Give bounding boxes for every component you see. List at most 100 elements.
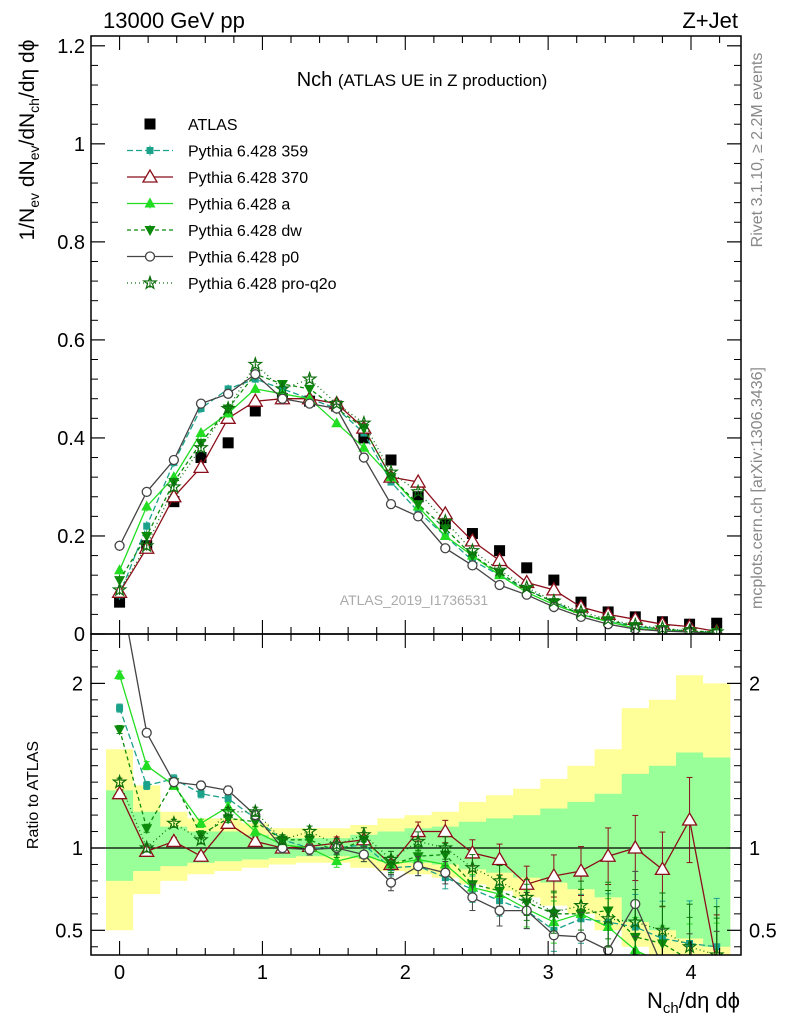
ratio-point-p370 — [165, 833, 182, 848]
ratio-point-p370 — [111, 785, 128, 800]
ratio-point-p370 — [572, 862, 590, 877]
point-pdw — [114, 576, 126, 587]
ratio-point-p359 — [224, 795, 232, 803]
ratio-point-pa — [141, 759, 153, 770]
point-pq2o — [247, 356, 264, 372]
ratio-point-pdw — [711, 963, 722, 973]
point-pp0 — [440, 543, 451, 554]
ratio-panel-series — [111, 634, 725, 984]
point-pa — [249, 382, 261, 393]
ratio-point-pa — [249, 825, 261, 836]
x-tick-label: 0 — [114, 962, 125, 984]
axis-label-part: N — [647, 988, 663, 1013]
legend-label-data: ATLAS — [188, 117, 238, 134]
point-data — [412, 491, 424, 503]
point-pq2o — [355, 414, 372, 431]
main-y-tick-label: 1.2 — [57, 36, 85, 58]
point-pq2o — [301, 370, 318, 386]
ratio-point-pp0 — [358, 849, 370, 860]
ratio-point-pq2o — [247, 803, 264, 819]
axis-label-part: dN — [16, 160, 39, 193]
legend: ATLAS Pythia 6.428 359 Pythia 6.428 370 Pyt… — [127, 117, 337, 293]
ratio-point-pq2o — [573, 897, 589, 913]
ratio-point-pdw — [114, 725, 126, 736]
point-pp0 — [114, 540, 125, 551]
ratio-series-pq2o — [111, 773, 725, 955]
point-pdw — [304, 384, 316, 395]
point-pq2o — [328, 395, 345, 411]
ratio-point-pq2o — [437, 839, 454, 855]
ratio-point-pq2o — [274, 831, 291, 847]
ratio-point-pq2o — [545, 903, 562, 920]
ratio-point-pq2o — [165, 814, 182, 831]
point-data — [222, 437, 234, 449]
point-pp0 — [494, 579, 505, 591]
x-tick-label: 3 — [543, 962, 554, 984]
point-pq2o — [518, 579, 535, 595]
point-data — [385, 454, 397, 466]
ratio-point-pq2o — [627, 913, 644, 929]
ratio-point-pp0 — [440, 867, 451, 878]
ratio-point-pq2o — [681, 938, 698, 954]
point-p370 — [165, 488, 182, 503]
chart-subtitle: (ATLAS UE in Z production) — [338, 71, 547, 90]
point-pq2o — [138, 537, 155, 553]
axis-label-part: 1/N — [16, 208, 39, 241]
main-y-axis: 0 0.2 0.4 0.6 0.8 1 1.2 — [57, 36, 741, 646]
ratio-point-pp0 — [575, 931, 587, 943]
legend-marker-pdw — [144, 226, 156, 236]
point-pa — [358, 441, 370, 452]
legend-marker-p370 — [141, 168, 159, 183]
point-p370 — [192, 459, 210, 473]
axis-label-subscript: ch — [663, 1000, 679, 1017]
point-data — [548, 574, 560, 586]
point-pq2o — [193, 439, 209, 455]
main-y-tick-label: 1 — [74, 134, 85, 156]
main-y-tick-label: 0 — [74, 624, 85, 646]
ratio-point-pq2o — [138, 839, 155, 855]
point-pdw — [141, 531, 153, 542]
ratio-point-p370 — [491, 851, 508, 866]
ratio-point-p370 — [654, 861, 671, 876]
ratio-point-pp0 — [712, 975, 721, 984]
ratio-y-tick-label: 1 — [72, 838, 83, 860]
point-data — [711, 617, 723, 629]
point-pp0 — [358, 452, 370, 463]
ratio-point-pp0 — [385, 877, 397, 888]
legend-marker-data — [144, 118, 156, 130]
point-pq2o — [491, 561, 508, 577]
ratio-point-p370 — [192, 847, 210, 862]
legend-marker-pq2o — [142, 274, 158, 290]
ratio-point-p370 — [545, 867, 562, 882]
ratio-point-pq2o — [491, 872, 508, 888]
ratio-series-pp0 — [127, 634, 721, 984]
legend-label-pdw: Pythia 6.428 dw — [188, 223, 302, 240]
ratio-point-pa — [195, 817, 207, 828]
point-pq2o — [111, 581, 128, 597]
point-pq2o — [383, 463, 399, 479]
legend-marker-pa — [144, 197, 156, 208]
ratio-point-pa — [711, 965, 722, 975]
point-pp0 — [385, 498, 397, 510]
legend-label-pp0: Pythia 6.428 p0 — [188, 250, 299, 267]
point-pq2o — [545, 592, 562, 608]
ratio-point-pp0 — [494, 905, 505, 916]
legend-marker-pp0 — [144, 251, 156, 262]
ratio-point-pp0 — [222, 785, 234, 796]
main-y-tick-label: 0.2 — [57, 526, 85, 548]
point-pdw — [439, 524, 451, 535]
legend-label-pa: Pythia 6.428 a — [188, 197, 290, 214]
axis-label-subscript: ev — [26, 145, 42, 160]
ratio-y-axis: 0.5 0.5 1 1 2 2 — [55, 649, 777, 948]
ratio-y-tick-label: 2 — [72, 673, 83, 695]
ratio-y-tick-label-right: 0.5 — [749, 920, 777, 942]
point-pp0 — [412, 511, 424, 522]
chart-title-main: Nch — [297, 69, 333, 91]
point-data — [114, 596, 126, 608]
ratio-point-pq2o — [328, 836, 345, 852]
ratio-point-pq2o — [301, 823, 318, 839]
point-pa — [331, 417, 343, 428]
ratio-point-pq2o — [708, 946, 725, 955]
ratio-point-pq2o — [220, 803, 237, 819]
ratio-point-p370 — [627, 839, 644, 854]
